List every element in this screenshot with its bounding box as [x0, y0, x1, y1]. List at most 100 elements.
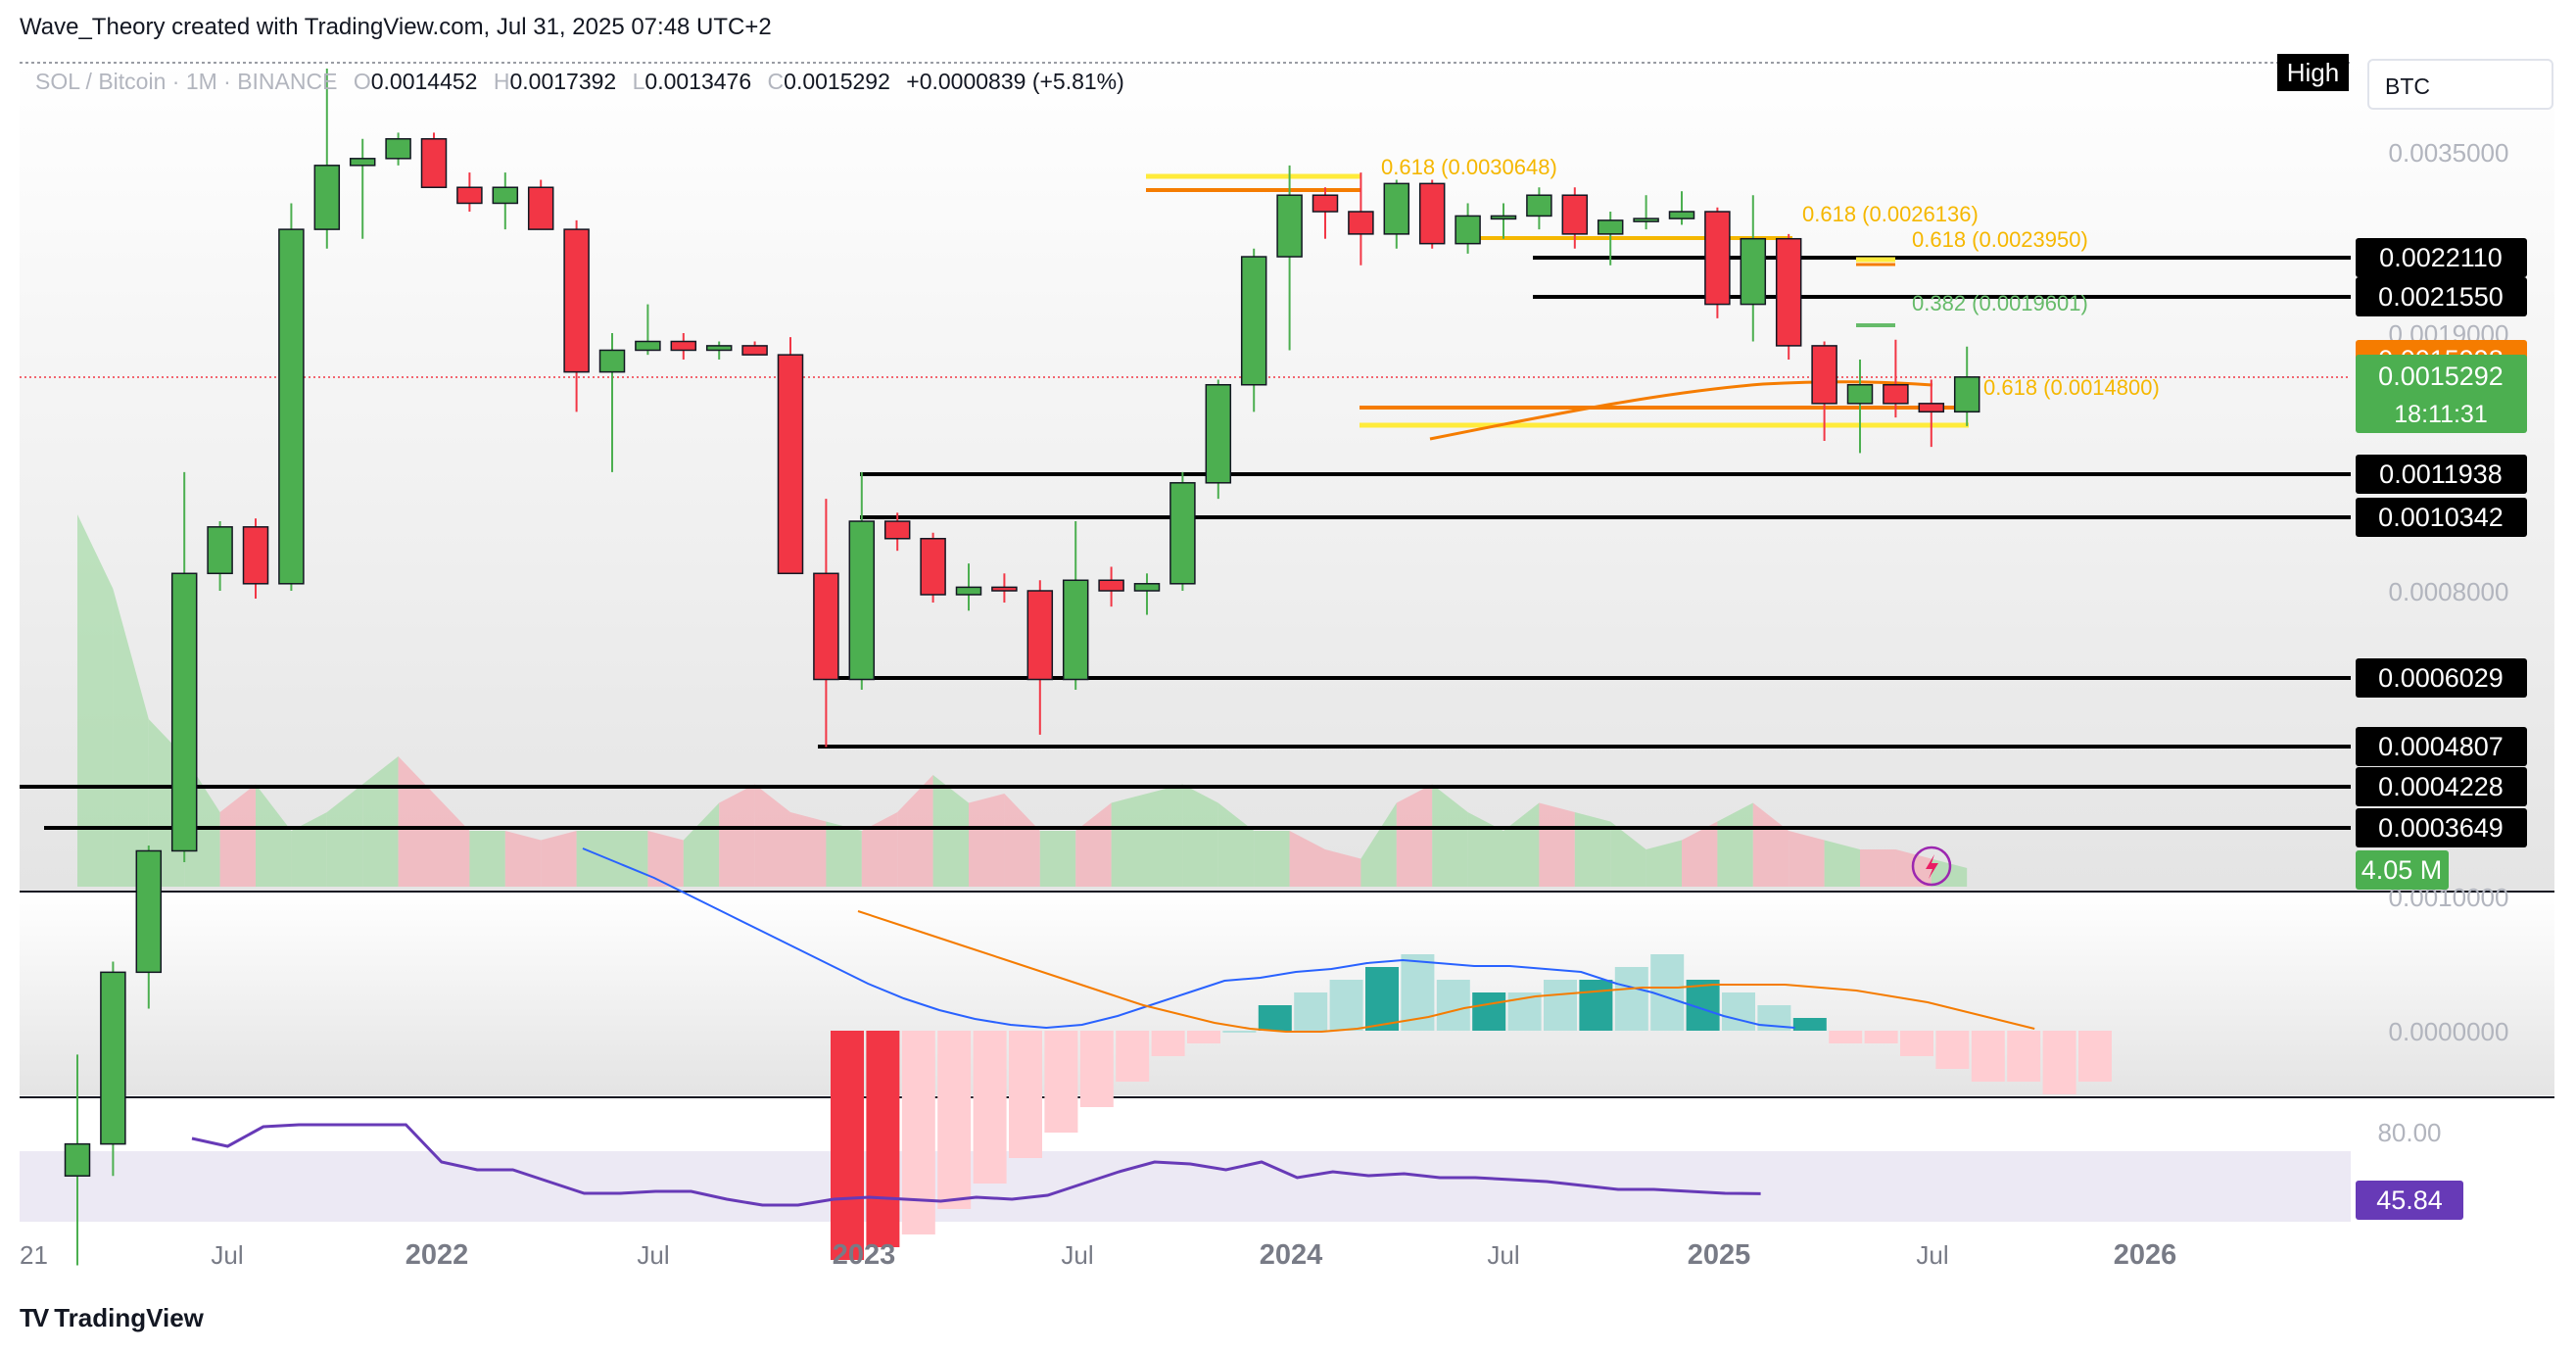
volume-area: [1325, 849, 1361, 887]
macd-histogram-bar: [1294, 992, 1328, 1031]
fib-label: 0.618 (0.0026136): [1802, 202, 1979, 226]
price-tick-label: 0.0008000: [2389, 577, 2509, 606]
macd-histogram-bar: [1935, 1031, 1970, 1069]
price-tag-bg: [2356, 808, 2527, 847]
volume-area: [754, 784, 790, 887]
current-price-tag: 0.0015292: [2378, 362, 2504, 391]
macd-histogram-bar: [866, 1031, 900, 1247]
macd-histogram-bar: [1222, 1031, 1257, 1033]
volume-area: [612, 831, 648, 887]
fib-label: 0.618 (0.0023950): [1912, 227, 2088, 252]
volume-area: [1467, 812, 1503, 887]
volume-area: [897, 775, 933, 887]
macd-histogram-bar: [1900, 1031, 1933, 1056]
volume-area: [719, 784, 755, 887]
rsi-band: [20, 1151, 2351, 1222]
currency-selector[interactable]: BTC: [2367, 59, 2553, 110]
candle-body: [1240, 256, 1267, 386]
volume-area: [504, 831, 542, 887]
rsi-tag-bg: [2356, 1181, 2463, 1220]
close-value: 0.0015292: [784, 69, 890, 94]
volume-area: [1646, 840, 1682, 887]
volume-area: [1539, 802, 1575, 887]
macd-histogram-bar: [1971, 1031, 2005, 1082]
footer-brand[interactable]: TV TradingView: [20, 1303, 204, 1333]
candle-body: [1098, 579, 1124, 592]
volume-area: [1396, 784, 1433, 887]
price-tag-bg: [2356, 498, 2527, 537]
time-axis-label: 2025: [1688, 1239, 1751, 1271]
candle-body: [1490, 215, 1517, 220]
candle-body: [278, 228, 305, 585]
candle-body: [1418, 182, 1446, 245]
price-tag-bg: [2356, 238, 2527, 277]
macd-histogram-bar: [1187, 1031, 1220, 1043]
candle-body: [1633, 218, 1659, 222]
macd-tick-label: 0.0000000: [2389, 1017, 2509, 1046]
candle-body: [777, 354, 804, 575]
volume-area: [219, 784, 256, 887]
candle-body: [1918, 403, 1945, 413]
macd-histogram-bar: [1329, 980, 1363, 1031]
candle-body: [1740, 237, 1767, 306]
volume-area: [1752, 802, 1789, 887]
volume-area: [1574, 812, 1611, 887]
candle-body: [1062, 579, 1089, 681]
candle-body: [456, 186, 483, 205]
candle-body: [1133, 583, 1161, 592]
candle-body: [207, 526, 233, 575]
current-price-tag-bg: [2356, 355, 2527, 434]
volume-area: [77, 514, 114, 887]
time-axis-label: 2023: [833, 1239, 896, 1271]
candle-body: [1597, 219, 1624, 235]
volume-area: [1360, 802, 1397, 887]
candle-body: [741, 345, 768, 356]
price-tag-bg: [2356, 277, 2527, 316]
volume-area: [1039, 831, 1076, 887]
volume-area: [1789, 831, 1825, 887]
volume-area: [541, 831, 577, 887]
volume-area: [1075, 802, 1112, 887]
fib-label: 0.382 (0.0019601): [1912, 291, 2088, 315]
volume-area: [1682, 821, 1718, 887]
macd-histogram-bar: [2078, 1031, 2112, 1082]
alert-lightning-icon: [1911, 846, 1952, 887]
candle-body: [920, 537, 946, 596]
macd-histogram-bar: [1365, 967, 1399, 1031]
candle-body: [955, 586, 982, 596]
rsi-line: [191, 1123, 1761, 1207]
volume-area: [398, 756, 434, 887]
macd-histogram-bar: [2007, 1031, 2041, 1082]
volume-area: [326, 784, 363, 887]
alert-lightning-glyph-icon: [1926, 854, 1938, 879]
macd-histogram-bar: [1258, 1005, 1292, 1031]
candle-body: [670, 340, 697, 352]
macd-histogram-bar: [1151, 1031, 1185, 1056]
close-key: C: [767, 69, 785, 94]
low-key: L: [632, 69, 645, 94]
time-axis-label: 2026: [2114, 1239, 2177, 1271]
candle-body: [1953, 376, 1980, 413]
price-tag-bg: [2356, 727, 2527, 766]
candle-body: [492, 186, 519, 205]
high-key: H: [493, 69, 510, 94]
volume-area: [1860, 849, 1896, 887]
macd-histogram-bar: [1472, 992, 1506, 1031]
volume-area: [1147, 784, 1183, 887]
macd-histogram-bar: [1614, 967, 1648, 1031]
macd-histogram-bar: [1579, 980, 1613, 1031]
tradingview-logo-icon: TV: [20, 1303, 49, 1332]
volume-area: [932, 775, 969, 887]
macd-histogram-bar: [1650, 954, 1685, 1031]
candle-body: [848, 520, 876, 681]
open-key: O: [353, 69, 371, 94]
time-axis-label: Jul: [637, 1240, 669, 1270]
countdown-tag: 18:11:31: [2394, 401, 2487, 428]
candle-body: [635, 340, 661, 352]
macd-histogram-bar: [1829, 1031, 1863, 1043]
candle-body: [1455, 215, 1481, 245]
candle-body: [64, 1142, 91, 1177]
candle-body: [813, 572, 839, 681]
price-tag: 0.0004807: [2378, 732, 2504, 761]
